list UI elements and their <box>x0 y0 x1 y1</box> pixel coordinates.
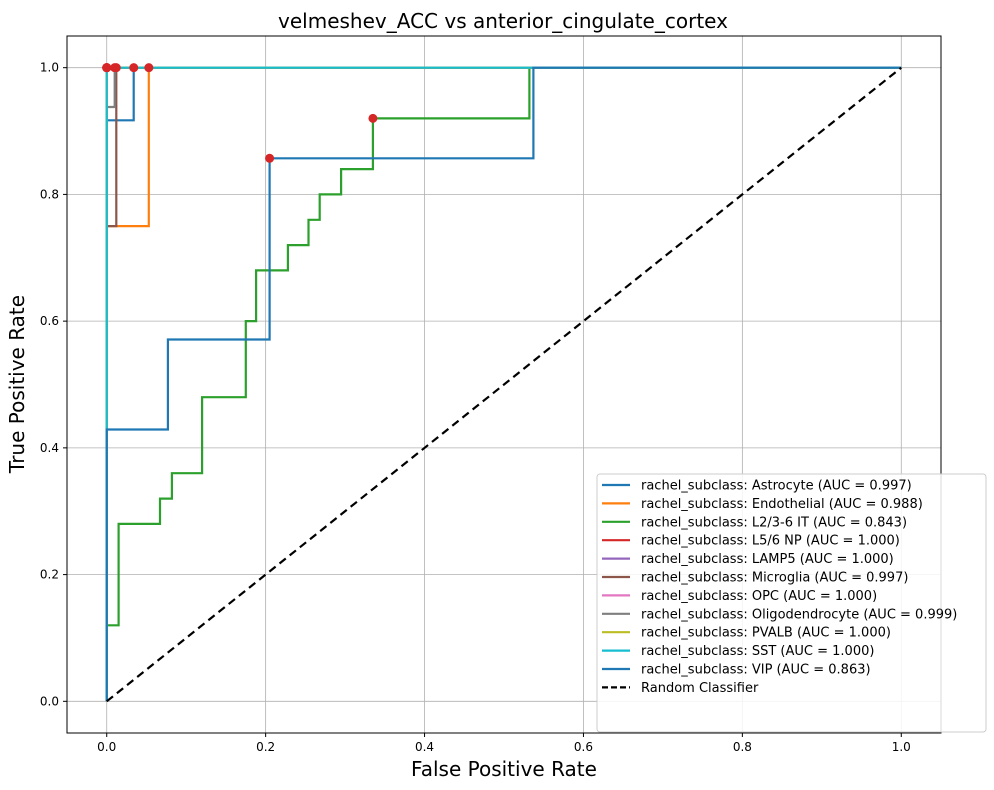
legend-label: rachel_subclass: Oligodendrocyte (AUC = … <box>641 607 957 622</box>
legend-label: Random Classifier <box>641 681 759 696</box>
legend-label: rachel_subclass: SST (AUC = 1.000) <box>641 644 874 659</box>
legend-box <box>596 473 987 733</box>
y-axis-label: True Positive Rate <box>5 295 29 474</box>
x-tick-label: 0.8 <box>733 740 752 754</box>
legend-label: rachel_subclass: L5/6 NP (AUC = 1.000) <box>641 534 900 549</box>
optimal-threshold-marker <box>102 63 112 73</box>
optimal-threshold-marker <box>368 113 378 123</box>
plot-frame <box>66 35 942 734</box>
legend-label: rachel_subclass: LAMP5 (AUC = 1.000) <box>641 552 894 567</box>
axis-ticks: 0.0 0.2 0.4 0.6 0.8 1.0 0.0 0.2 0.4 0.6 0.8 1.0 <box>40 61 911 754</box>
legend-label: rachel_subclass: PVALB (AUC = 1.000) <box>641 626 891 641</box>
y-tick-label: 0.0 <box>40 694 59 708</box>
x-tick-label: 0.0 <box>97 740 116 754</box>
random-classifier-line <box>106 66 902 703</box>
chart-title: velmeshev_ACC vs anterior_cingulate_cort… <box>278 9 728 33</box>
threshold-markers <box>102 63 378 163</box>
x-tick-label: 0.4 <box>415 740 434 754</box>
legend-label: rachel_subclass: Endothelial (AUC = 0.98… <box>641 497 923 512</box>
legend-label: rachel_subclass: Microglia (AUC = 0.997) <box>641 571 908 586</box>
roc-curve-vip <box>105 66 902 702</box>
roc-curve-l2-3-6-it <box>105 66 902 702</box>
optimal-threshold-marker <box>265 153 275 163</box>
x-axis-label: False Positive Rate <box>411 757 597 781</box>
x-tick-label: 0.2 <box>256 740 275 754</box>
legend-label: rachel_subclass: Astrocyte (AUC = 0.997) <box>641 479 912 494</box>
y-tick-label: 0.2 <box>40 568 59 582</box>
optimal-threshold-marker <box>110 63 120 73</box>
legend-label: rachel_subclass: OPC (AUC = 1.000) <box>641 589 877 604</box>
legend: rachel_subclass: Astrocyte (AUC = 0.997)… <box>596 473 987 733</box>
y-tick-label: 0.4 <box>40 441 59 455</box>
optimal-threshold-marker <box>129 63 139 73</box>
legend-label: rachel_subclass: L2/3-6 IT (AUC = 0.843) <box>641 515 907 530</box>
legend-label: rachel_subclass: VIP (AUC = 0.863) <box>641 663 871 678</box>
x-tick-label: 0.6 <box>574 740 593 754</box>
x-tick-label: 1.0 <box>892 740 911 754</box>
y-tick-label: 1.0 <box>40 61 59 75</box>
y-tick-label: 0.8 <box>40 187 59 201</box>
optimal-threshold-marker <box>144 63 154 73</box>
y-tick-label: 0.6 <box>40 314 59 328</box>
